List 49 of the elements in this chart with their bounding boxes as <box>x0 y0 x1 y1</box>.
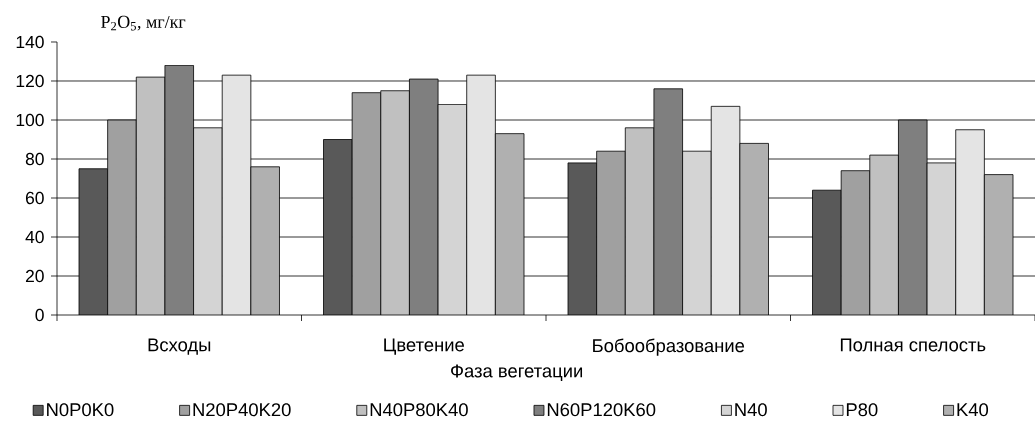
y-tick-label: 40 <box>25 230 44 244</box>
x-tick-label: Бобообразование <box>593 338 745 356</box>
bar <box>135 76 166 315</box>
bar <box>437 104 468 315</box>
bar <box>380 90 410 315</box>
bar <box>983 174 1014 315</box>
y-tick-label: 0 <box>35 308 44 322</box>
legend-label: N0P0K0 <box>47 403 114 417</box>
y-tick-label: 60 <box>25 191 44 205</box>
legend-label: N40P80K40 <box>370 403 468 417</box>
bar <box>323 139 353 315</box>
y-tick-label: 80 <box>25 152 44 166</box>
x-axis-title: Фаза вегетации <box>451 364 583 381</box>
y-tick-label: 20 <box>25 269 44 283</box>
bar <box>653 88 683 315</box>
y-tick-label: 120 <box>16 74 44 88</box>
y-tick-label: 100 <box>16 113 44 127</box>
legend-label: P80 <box>846 403 878 417</box>
bar <box>869 154 899 315</box>
bar <box>596 150 626 315</box>
legend-label: K40 <box>957 403 989 417</box>
bar <box>567 162 598 315</box>
bar <box>409 78 439 315</box>
legend-label: N20P40K20 <box>193 403 291 417</box>
legend-label: N40 <box>735 403 767 417</box>
bar <box>840 170 871 315</box>
bar <box>898 119 928 315</box>
bar <box>494 133 525 315</box>
bar <box>926 162 957 315</box>
bar <box>955 129 985 315</box>
bar <box>107 119 137 315</box>
bar <box>164 65 194 315</box>
y-tick-label: 140 <box>16 35 44 49</box>
bar <box>193 127 223 315</box>
bar <box>351 92 382 315</box>
bar <box>710 105 741 315</box>
x-tick-label: Цветение <box>384 338 464 355</box>
bar <box>78 168 109 315</box>
bar <box>624 127 655 315</box>
y-axis-title: P$_{2}$O$_{5}$, мг/кг <box>101 15 186 31</box>
bar <box>812 189 842 315</box>
x-tick-label: Полная спелость <box>840 338 986 352</box>
bar <box>739 143 769 315</box>
x-tick-label: Всходы <box>148 338 211 355</box>
bar <box>221 74 252 315</box>
bar <box>250 166 280 315</box>
bar <box>466 74 496 315</box>
bar <box>682 150 712 315</box>
legend-label: N60P120K60 <box>547 403 656 417</box>
